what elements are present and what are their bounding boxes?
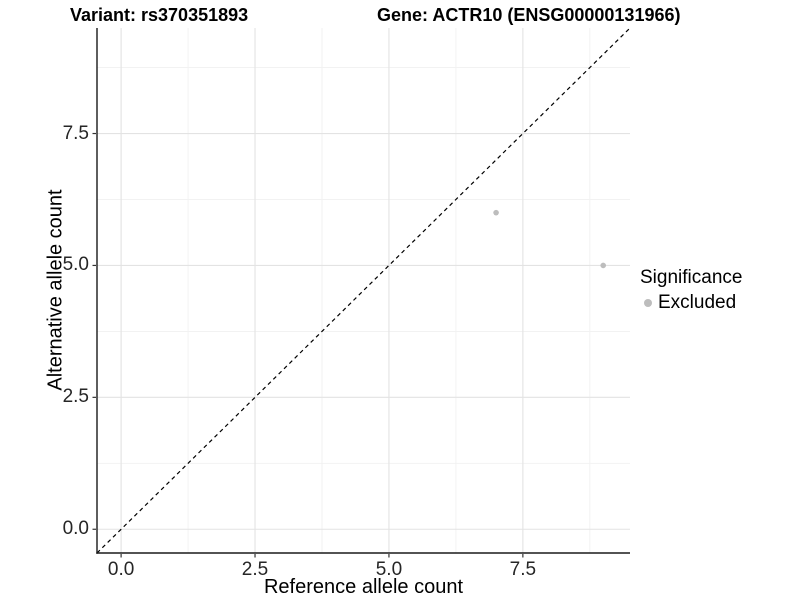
x-axis-title: Reference allele count — [263, 576, 463, 598]
plot-title-variant: Variant: rs370351893 — [70, 5, 249, 25]
identity-line — [96, 27, 631, 554]
y-tick-label: 7.5 — [62, 122, 89, 144]
legend-item-label: Excluded — [658, 292, 737, 313]
legend-title: Significance — [640, 267, 743, 288]
x-tick-label: 5.0 — [375, 559, 403, 580]
y-axis-title: Alternative allele count — [44, 189, 67, 391]
legend-item-excluded: Excluded — [640, 292, 742, 314]
legend: Significance Excluded — [640, 266, 742, 314]
x-tick-label: 2.5 — [241, 559, 269, 580]
y-tick-label: 5.0 — [62, 254, 89, 276]
x-tick-label: 7.5 — [509, 559, 537, 580]
y-tick-label: 0.0 — [62, 518, 89, 540]
y-tick-label: 2.5 — [62, 386, 89, 408]
x-tick-label: 0.0 — [107, 559, 135, 580]
data-point — [600, 262, 607, 269]
plot-title-gene: Gene: ACTR10 (ENSG00000131966) — [377, 5, 681, 25]
legend-point-icon — [644, 299, 652, 307]
data-point — [493, 209, 499, 216]
